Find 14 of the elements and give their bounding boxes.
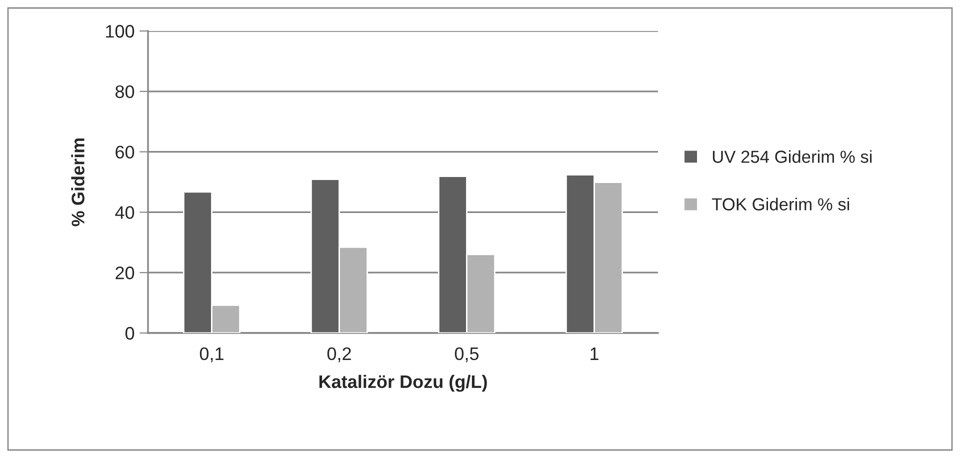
legend-label: UV 254 Giderim % si — [712, 150, 872, 163]
x-axis-title: Katalizör Dozu (g/L) — [319, 374, 487, 392]
y-axis-title: % Giderim — [71, 138, 84, 226]
y-tick-label: 40 — [115, 206, 134, 219]
y-tick-label: 80 — [116, 85, 134, 98]
y-tick-label: 0 — [125, 326, 134, 340]
legend-label: TOK Giderim % si — [712, 198, 850, 210]
y-tick-label: 20 — [116, 266, 134, 280]
y-tick-label: 60 — [116, 146, 134, 159]
y-tick-label: 100 — [106, 24, 134, 38]
x-tick-label: 1 — [590, 348, 598, 360]
x-tick-label: 0,5 — [454, 347, 479, 362]
x-tick-label: 0,1 — [200, 347, 224, 362]
x-tick-label: 0,2 — [327, 347, 351, 362]
